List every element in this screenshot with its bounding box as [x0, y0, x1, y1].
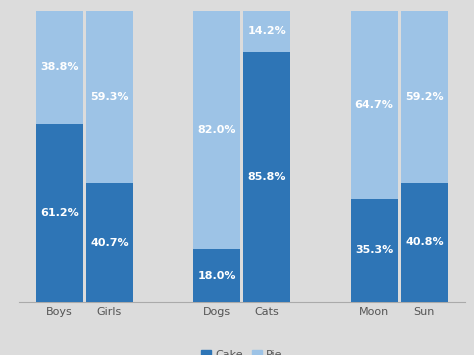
Bar — [244, 11, 290, 52]
Text: 40.8%: 40.8% — [405, 237, 444, 247]
Bar — [36, 11, 82, 124]
Text: 85.8%: 85.8% — [247, 172, 286, 182]
Bar — [86, 11, 133, 183]
Bar — [36, 124, 82, 302]
Bar — [351, 11, 398, 199]
Text: 18.0%: 18.0% — [197, 271, 236, 280]
Text: 40.7%: 40.7% — [90, 237, 129, 247]
Text: 59.2%: 59.2% — [405, 92, 444, 102]
Text: 59.3%: 59.3% — [90, 92, 128, 102]
Text: 35.3%: 35.3% — [355, 245, 393, 255]
Text: 14.2%: 14.2% — [247, 26, 286, 36]
Text: 61.2%: 61.2% — [40, 208, 79, 218]
Text: 64.7%: 64.7% — [355, 100, 393, 110]
Bar — [401, 183, 448, 302]
Legend: Cake, Pie: Cake, Pie — [201, 350, 283, 355]
Text: 38.8%: 38.8% — [40, 62, 78, 72]
Bar — [351, 199, 398, 302]
Text: 82.0%: 82.0% — [197, 125, 236, 135]
Bar — [86, 183, 133, 302]
Bar — [193, 11, 240, 249]
Bar — [244, 52, 290, 302]
Bar — [401, 11, 448, 183]
Bar — [193, 249, 240, 302]
